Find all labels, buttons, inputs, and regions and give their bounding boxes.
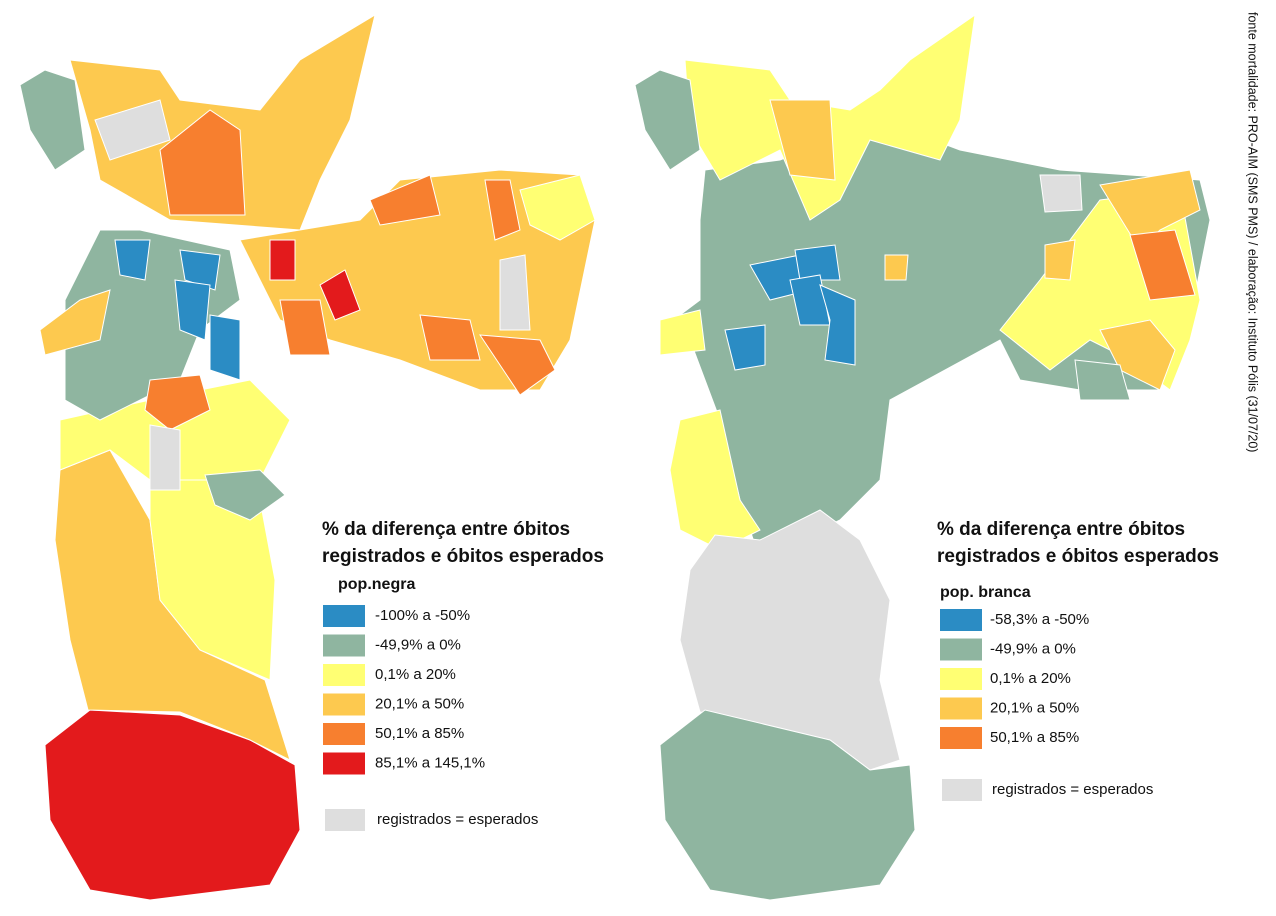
legend-swatch [942,779,982,801]
district [724,324,766,371]
district [144,374,211,431]
district [1099,319,1176,391]
legend-swatch [323,664,365,686]
legend-swatch [940,638,982,661]
legend-label: 0,1% a 20% [375,666,456,683]
district [114,239,151,281]
district [484,179,521,241]
district [634,69,701,171]
district [499,254,531,331]
legend-title: registrados e óbitos esperados [937,546,1219,567]
district [479,334,556,396]
legend-label: 50,1% a 85% [990,729,1079,746]
legend-swatch [323,723,365,745]
map-branca [634,13,1211,901]
legend-label: registrados = esperados [377,811,538,828]
legend-label: 20,1% a 50% [375,695,464,712]
district [769,99,836,181]
legend-subtitle: pop.negra [338,576,415,593]
district [884,254,909,281]
legend-swatch [940,668,982,690]
district [679,509,901,771]
legend-swatch [325,809,365,831]
legend-swatch [323,605,365,627]
district [94,99,171,161]
district [659,709,916,901]
legend-swatch [940,697,982,720]
district [1074,359,1131,401]
legend-label: 0,1% a 20% [990,670,1071,687]
legend-title: % da diferença entre óbitos [322,519,570,540]
district [179,249,221,291]
district [44,709,301,901]
district [269,239,296,281]
legend-label: 85,1% a 145,1% [375,754,485,771]
district [204,469,286,521]
map-negra [19,13,596,901]
legend-label: 50,1% a 85% [375,725,464,742]
district [369,174,441,226]
district [319,269,361,321]
legend-swatch [323,752,365,775]
legend-title: % da diferença entre óbitos [937,519,1185,540]
district [39,289,111,356]
district [1129,229,1196,301]
district [1039,174,1083,213]
legend-title: registrados e óbitos esperados [322,546,604,567]
district [149,424,181,491]
legend-swatch [940,609,982,631]
legend-label: 20,1% a 50% [990,699,1079,716]
district [279,299,331,356]
source-note: fonte mortalidade: PRO-AIM (SMS PMS) / e… [1246,12,1260,452]
legend-label: -100% a -50% [375,607,470,624]
legend-label: registrados = esperados [992,781,1153,798]
legend-label: -58,3% a -50% [990,611,1089,628]
district [659,309,706,356]
legend-swatch [323,634,365,657]
legend-label: -49,9% a 0% [375,636,461,653]
legend-label: -49,9% a 0% [990,640,1076,657]
district [794,244,841,281]
legend-subtitle: pop. branca [940,584,1031,601]
district [174,279,211,341]
district [519,174,596,241]
district [1044,239,1076,281]
legend-swatch [940,727,982,749]
district [159,109,246,216]
district [209,314,241,381]
district [19,69,86,171]
district [419,314,481,361]
legend-swatch [323,693,365,716]
district [819,284,856,366]
